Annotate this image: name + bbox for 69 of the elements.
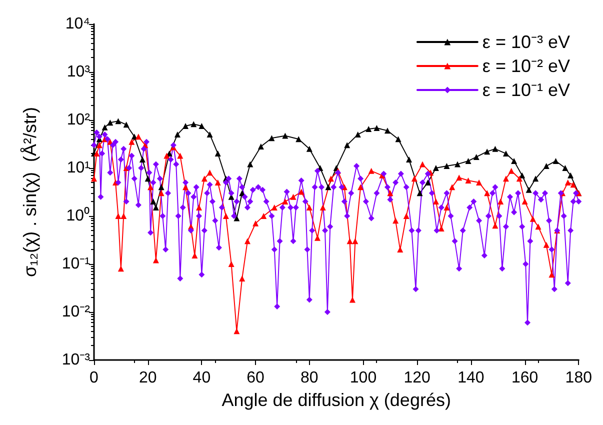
point	[102, 124, 108, 130]
point	[344, 142, 350, 148]
x-tick-label: 80	[300, 370, 318, 386]
point	[432, 165, 439, 171]
x-tick-label: 20	[138, 370, 157, 386]
point	[395, 136, 402, 142]
y-tick-label: 10⁻¹	[62, 256, 90, 272]
point	[502, 150, 509, 157]
y-tick-label: 10⁻³	[62, 352, 91, 368]
x-tick-label: 120	[404, 370, 431, 386]
point	[282, 132, 288, 139]
point	[258, 144, 264, 150]
point	[214, 150, 221, 157]
point	[190, 121, 197, 128]
y-tick-label: 10¹	[66, 160, 90, 176]
point	[144, 176, 151, 182]
point	[325, 184, 332, 190]
point	[182, 122, 189, 129]
point	[174, 131, 180, 138]
point	[306, 146, 312, 152]
point	[384, 128, 390, 134]
point	[150, 198, 156, 205]
point	[268, 135, 275, 142]
y-tick-label: 10²	[66, 112, 91, 128]
point	[484, 148, 490, 155]
x-tick-label: 180	[565, 370, 592, 386]
point	[206, 131, 213, 138]
point	[492, 146, 498, 152]
point	[568, 172, 574, 178]
legend-label: ε = 10⁻¹ eV	[482, 80, 570, 100]
y-tick-label: 10³	[66, 64, 91, 80]
x-tick-label: 0	[90, 370, 99, 386]
point	[296, 136, 302, 142]
point	[139, 156, 146, 163]
x-tick-label: 160	[511, 370, 538, 386]
legend-label: ε = 10⁻² eV	[482, 56, 570, 76]
point	[424, 179, 431, 186]
x-tick-label: 140	[458, 370, 484, 386]
point	[354, 131, 361, 138]
x-tick-label: 100	[350, 370, 377, 386]
legend-label: ε = 10⁻³ eV	[482, 32, 570, 52]
y-tick-label: 10⁻²	[62, 304, 91, 320]
x-tick-label: 60	[246, 370, 265, 386]
point	[526, 186, 532, 193]
point	[465, 158, 472, 164]
point	[374, 125, 380, 132]
x-tick-label: 40	[192, 370, 211, 386]
point	[444, 163, 450, 170]
point	[123, 122, 130, 128]
point	[406, 156, 412, 163]
x-axis-title: Angle de diffusion χ (degrés)	[222, 390, 451, 410]
point	[543, 163, 550, 170]
point	[152, 204, 159, 211]
y-tick-label: 10⁴	[65, 16, 90, 32]
y-axis-title: σ₁₂(χ) . sin(χ) (Å²/str)	[20, 106, 40, 278]
point	[511, 158, 518, 164]
point	[115, 118, 122, 124]
point	[562, 165, 568, 171]
point	[532, 176, 539, 182]
y-tick-label: 10⁰	[66, 206, 90, 224]
point	[416, 190, 423, 196]
point	[107, 120, 114, 126]
point	[366, 126, 372, 132]
point	[247, 161, 254, 168]
point	[454, 161, 460, 168]
point	[473, 154, 480, 160]
point	[158, 184, 164, 190]
point	[198, 122, 205, 129]
point	[552, 158, 559, 164]
